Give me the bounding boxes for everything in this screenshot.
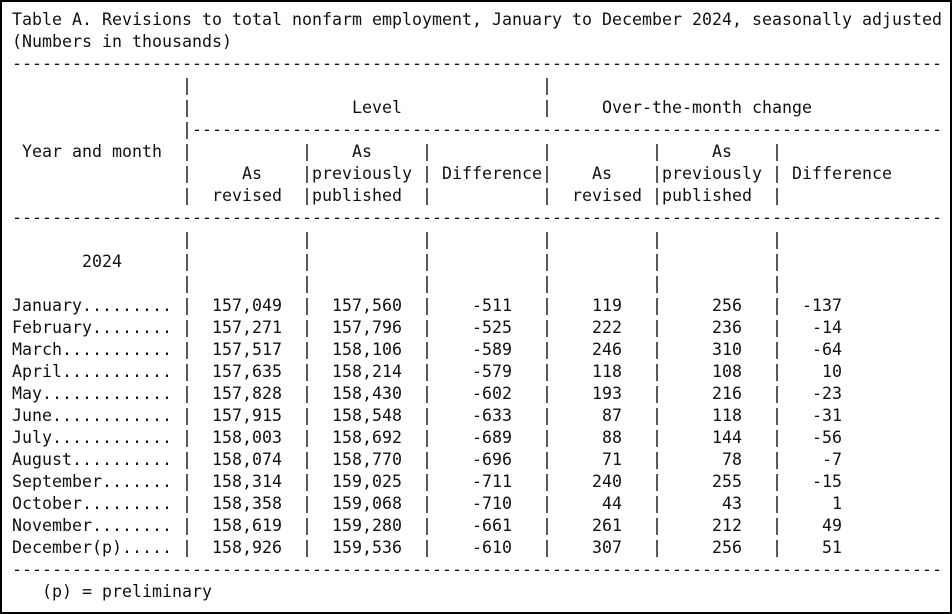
preliminary-footnote: (p) = preliminary	[41, 582, 212, 601]
employment-revisions-table: ----------------------------------------…	[12, 54, 942, 579]
table-title-line1: Table A. Revisions to total nonfarm empl…	[12, 10, 942, 29]
table-title-line2: (Numbers in thousands)	[12, 32, 232, 51]
